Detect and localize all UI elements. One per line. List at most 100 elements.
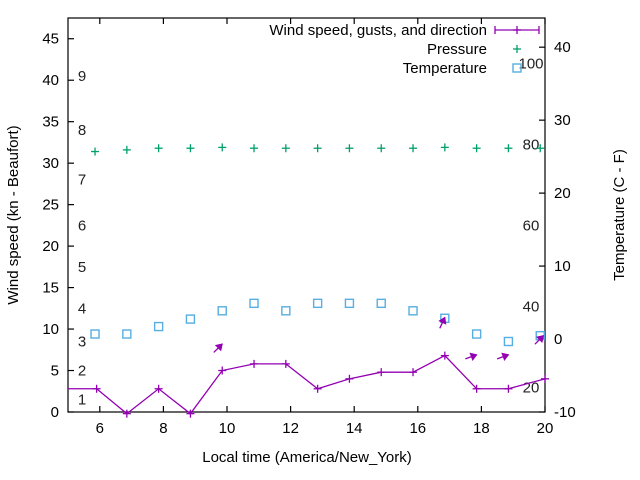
wind-speed-point bbox=[440, 351, 449, 360]
beaufort-label: 5 bbox=[78, 259, 86, 276]
temperature-point bbox=[185, 314, 196, 324]
series-temperature bbox=[90, 298, 545, 347]
pressure-point bbox=[409, 144, 418, 153]
pressure-point bbox=[281, 144, 290, 153]
wind-speed-point bbox=[92, 384, 101, 393]
wind-direction-arrows bbox=[213, 316, 545, 361]
wind-speed-point bbox=[409, 368, 418, 377]
y-axis-left-label: Wind speed (kn - Beaufort) bbox=[5, 125, 22, 304]
wind-speed-point bbox=[122, 409, 131, 418]
x-tick-label: 18 bbox=[473, 420, 490, 437]
wind-speed-point bbox=[504, 384, 513, 393]
y-tick-label-left: 25 bbox=[42, 197, 59, 214]
beaufort-label: 3 bbox=[78, 333, 86, 350]
pressure-point bbox=[504, 144, 513, 153]
pressure-point bbox=[186, 144, 195, 153]
y-axis-right-ticks: -10 0 10 20 30 40 bbox=[539, 39, 576, 421]
pressure-point bbox=[218, 143, 227, 152]
y-tick-label-right-c: -10 bbox=[554, 404, 576, 421]
pressure-point bbox=[122, 145, 131, 154]
wind-speed-point bbox=[154, 384, 163, 393]
pressure-point bbox=[313, 144, 322, 153]
temperature-point bbox=[249, 298, 259, 309]
x-tick-label: 16 bbox=[409, 420, 426, 437]
temperature-point bbox=[312, 298, 323, 309]
temperature-point bbox=[217, 306, 227, 316]
legend-label[interactable]: Wind speed, gusts, and direction bbox=[269, 22, 487, 39]
wind-speed-point bbox=[281, 359, 290, 368]
x-tick-label: 20 bbox=[537, 420, 554, 437]
fahrenheit-label: 80 bbox=[523, 136, 540, 153]
x-tick-label: 6 bbox=[96, 420, 104, 437]
wind-speed-point bbox=[218, 366, 227, 375]
temperature-point bbox=[122, 329, 132, 339]
fahrenheit-label: 40 bbox=[523, 299, 540, 316]
beaufort-label: 4 bbox=[78, 300, 86, 317]
temperature-point bbox=[503, 336, 514, 347]
chart-legend[interactable]: Wind speed, gusts, and direction Pressure… bbox=[269, 22, 540, 77]
temperature-point bbox=[344, 298, 355, 309]
x-tick-label: 8 bbox=[159, 420, 167, 437]
x-tick-label: 10 bbox=[219, 420, 236, 437]
temperature-point bbox=[153, 321, 164, 332]
fahrenheit-label: 60 bbox=[523, 218, 540, 235]
pressure-point bbox=[345, 144, 354, 153]
y-tick-label-right-c: 10 bbox=[554, 258, 571, 275]
y-tick-label-right-c: 0 bbox=[554, 331, 562, 348]
y-tick-label-left: 5 bbox=[51, 363, 59, 380]
pressure-point bbox=[377, 144, 386, 153]
temperature-point bbox=[281, 306, 291, 316]
wind-direction-arrow bbox=[438, 316, 447, 329]
wind-speed-line bbox=[68, 354, 546, 415]
wind-speed-point bbox=[345, 374, 354, 383]
pressure-point bbox=[91, 147, 100, 156]
y-axis-right-label: Temperature (C - F) bbox=[611, 149, 628, 281]
beaufort-label: 7 bbox=[78, 172, 86, 189]
wind-speed-point bbox=[377, 368, 386, 377]
plot-frame bbox=[67, 17, 546, 413]
x-tick-label: 14 bbox=[346, 420, 363, 437]
wind-speed-point bbox=[541, 374, 549, 383]
pressure-point bbox=[440, 143, 449, 152]
temperature-point bbox=[376, 298, 386, 309]
wind-speed-point bbox=[313, 384, 322, 393]
x-axis-label: Local time (America/New_York) bbox=[202, 449, 412, 466]
temperature-point bbox=[90, 329, 100, 339]
x-axis-ticks: 6 8 10 12 14 16 18 20 bbox=[96, 18, 554, 437]
series-wind-speed bbox=[68, 351, 549, 418]
plot-border bbox=[67, 17, 546, 413]
temperature-point bbox=[471, 329, 482, 339]
beaufort-scale-labels: 1 2 3 4 5 6 7 8 9 bbox=[78, 68, 86, 408]
beaufort-label: 6 bbox=[78, 217, 86, 234]
legend-label[interactable]: Pressure bbox=[427, 41, 487, 58]
y-tick-label-left: 40 bbox=[42, 72, 59, 89]
beaufort-label: 1 bbox=[78, 392, 86, 409]
series-pressure bbox=[91, 143, 545, 156]
y-tick-label-left: 30 bbox=[42, 155, 59, 172]
y-axis-left-ticks: 0 5 10 15 20 25 30 35 40 45 bbox=[42, 31, 74, 421]
legend-square-icon bbox=[512, 63, 522, 73]
pressure-point bbox=[472, 144, 481, 153]
y-tick-label-right-c: 30 bbox=[554, 112, 571, 129]
wind-direction-arrow bbox=[213, 343, 223, 353]
y-tick-label-left: 10 bbox=[42, 321, 59, 338]
y-tick-label-left: 35 bbox=[42, 114, 59, 131]
fahrenheit-label: 100 bbox=[518, 55, 543, 72]
wind-direction-arrow bbox=[534, 335, 545, 345]
legend-label[interactable]: Temperature bbox=[403, 60, 487, 77]
wind-speed-point bbox=[472, 384, 481, 393]
beaufort-label: 8 bbox=[78, 122, 86, 139]
beaufort-label: 9 bbox=[78, 68, 86, 85]
y-tick-label-left: 20 bbox=[42, 238, 59, 255]
y-tick-label-left: 45 bbox=[42, 31, 59, 48]
y-tick-label-left: 15 bbox=[42, 280, 59, 297]
y-tick-label-left: 0 bbox=[51, 404, 59, 421]
pressure-point bbox=[536, 144, 545, 153]
wind-direction-arrow bbox=[465, 352, 478, 361]
pressure-point bbox=[154, 144, 163, 153]
wind-speed-point bbox=[186, 409, 195, 418]
legend-plus-icon bbox=[513, 26, 521, 34]
